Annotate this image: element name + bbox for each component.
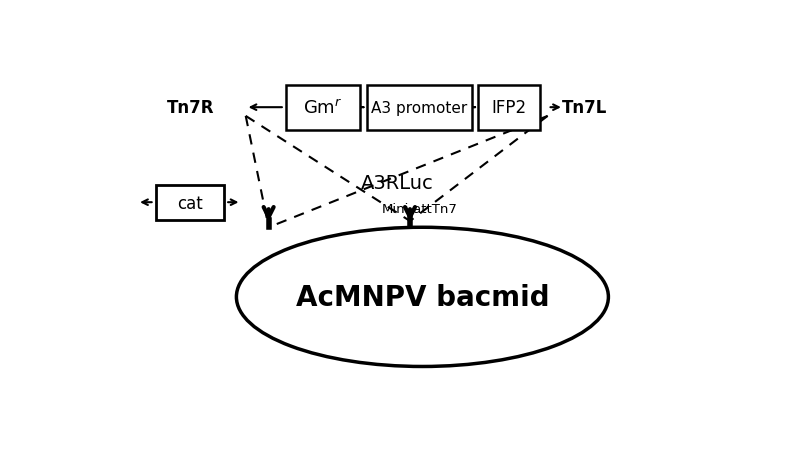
Ellipse shape bbox=[237, 228, 609, 367]
FancyBboxPatch shape bbox=[286, 85, 360, 130]
Text: Tn7R: Tn7R bbox=[167, 99, 214, 117]
Text: A3 promoter: A3 promoter bbox=[371, 101, 467, 115]
Text: Gm$^r$: Gm$^r$ bbox=[303, 99, 343, 117]
Text: cat: cat bbox=[177, 194, 202, 212]
FancyBboxPatch shape bbox=[156, 186, 224, 221]
FancyBboxPatch shape bbox=[478, 85, 540, 130]
Text: AcMNPV bacmid: AcMNPV bacmid bbox=[295, 283, 550, 311]
Text: Tn7L: Tn7L bbox=[562, 99, 607, 117]
Text: IFP2: IFP2 bbox=[492, 99, 526, 117]
Text: A3RLuc: A3RLuc bbox=[362, 173, 434, 192]
FancyBboxPatch shape bbox=[366, 85, 472, 130]
Text: Mini-attTn7: Mini-attTn7 bbox=[382, 202, 458, 216]
